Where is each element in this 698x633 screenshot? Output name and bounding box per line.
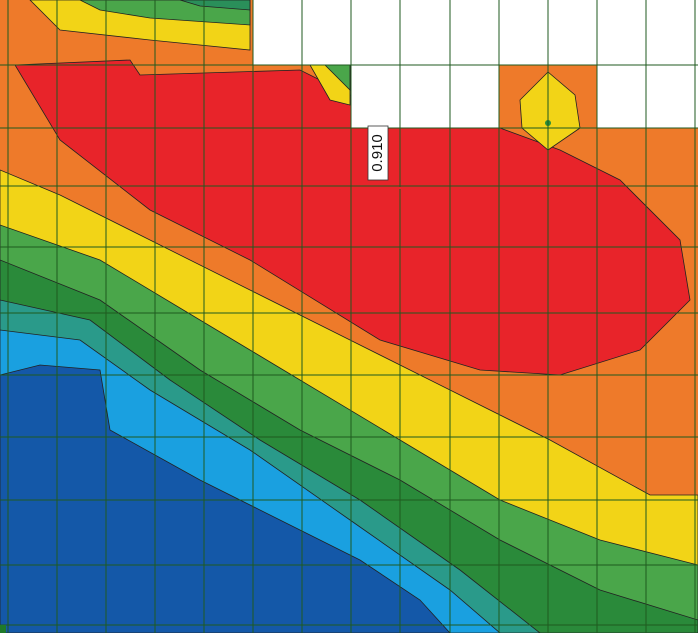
red-region <box>14 59 691 376</box>
blue-region <box>0 364 451 633</box>
masked-cells-right <box>597 65 698 128</box>
label-box <box>367 125 389 181</box>
teal-region-top <box>179 0 251 11</box>
masked-cells-top <box>253 0 698 65</box>
corner-marker <box>0 625 6 633</box>
masked-cells-middle <box>351 65 499 128</box>
value-label: 0.910 <box>369 134 386 172</box>
